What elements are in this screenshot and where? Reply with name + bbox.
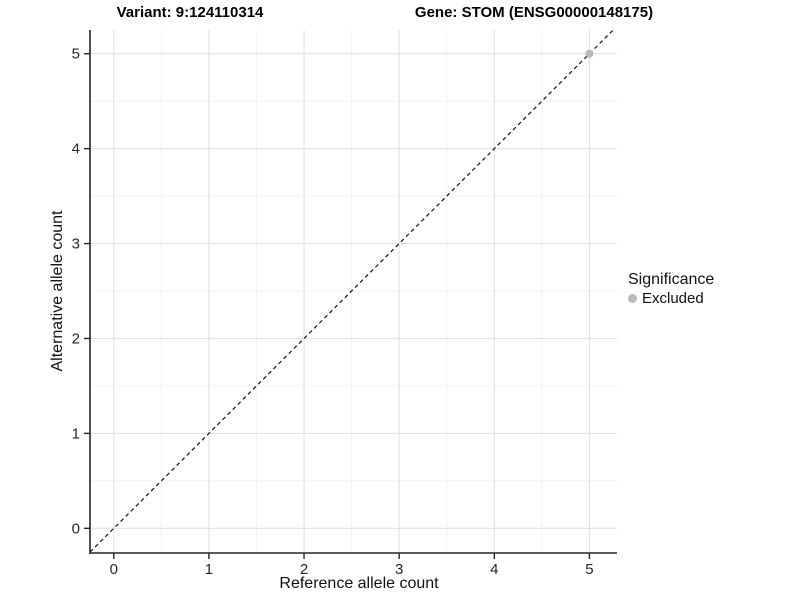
x-tick-label: 1 bbox=[205, 561, 213, 578]
x-tick-label: 3 bbox=[395, 561, 403, 578]
excluded-point-icon bbox=[628, 294, 637, 303]
legend: Significance Excluded bbox=[628, 270, 714, 308]
y-tick-label: 1 bbox=[72, 425, 80, 442]
y-axis-title: Alternative allele count bbox=[49, 210, 66, 372]
y-tick-label: 3 bbox=[72, 236, 80, 253]
gene-title: Gene: STOM (ENSG00000148175) bbox=[414, 4, 654, 21]
legend-item-excluded: Excluded bbox=[628, 289, 714, 308]
y-tick-label: 0 bbox=[72, 520, 80, 537]
identity-dashed-line bbox=[89, 29, 614, 553]
x-tick-label: 4 bbox=[490, 561, 498, 578]
y-tick-label: 5 bbox=[72, 46, 80, 63]
x-tick-label: 5 bbox=[585, 561, 593, 578]
y-tick-label: 2 bbox=[72, 330, 80, 347]
legend-item-label: Excluded bbox=[642, 290, 704, 307]
x-tick-label: 0 bbox=[110, 561, 118, 578]
data-point-excluded bbox=[585, 49, 594, 58]
variant-title: Variant: 9:124110314 bbox=[116, 4, 264, 21]
x-axis-title: Reference allele count bbox=[279, 575, 439, 592]
legend-title: Significance bbox=[628, 271, 715, 288]
x-tick-label: 2 bbox=[300, 561, 308, 578]
y-tick-label: 4 bbox=[72, 141, 80, 158]
